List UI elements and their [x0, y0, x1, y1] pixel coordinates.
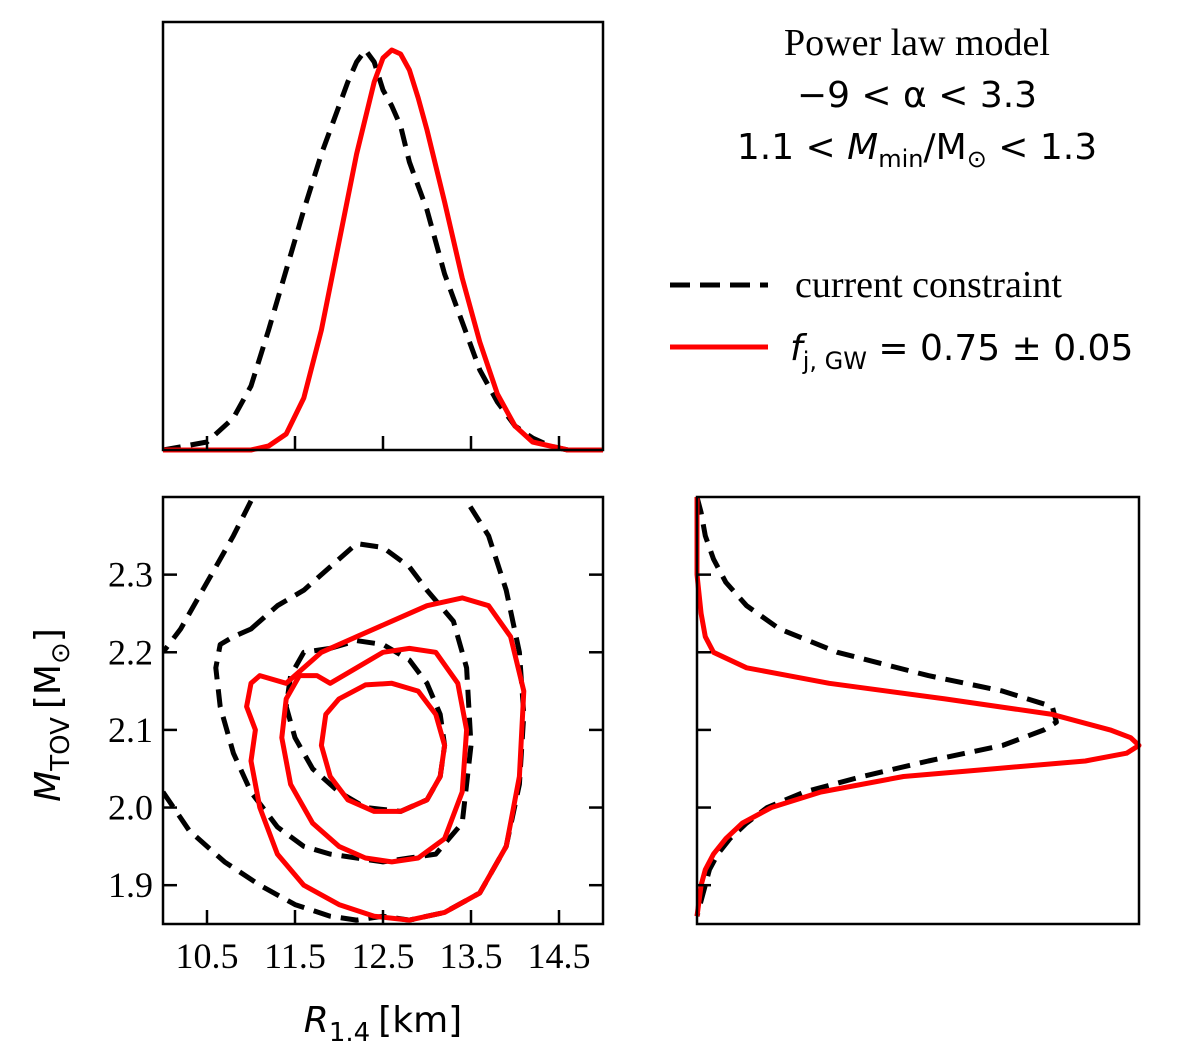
mmin-range: 1.1 < Mmin/M⊙ < 1.3	[737, 127, 1097, 173]
y-tick-label: 2.1	[108, 710, 153, 750]
x-tick-label: 11.5	[264, 936, 326, 976]
y-tick-label: 2.0	[108, 788, 153, 828]
contour-projection-middle-contour	[279, 645, 470, 865]
joint-contours	[163, 499, 527, 923]
x-axis-label: R1.4 [km]	[304, 1000, 462, 1048]
top-marginal-ticks	[205, 436, 561, 450]
top-marginal-frame	[161, 20, 605, 452]
x-tick-label: 10.5	[176, 936, 239, 976]
contour-current-inner-contour	[283, 638, 448, 814]
y-tick-label: 2.3	[108, 555, 153, 595]
contour-projection-inner-contour	[318, 680, 448, 814]
y-axis-label: MTOV[M⊙]	[28, 628, 76, 802]
y-tick-label: 2.2	[108, 632, 153, 672]
x-tick-label: 12.5	[352, 936, 415, 976]
joint-x-tick-labels: 10.5 11.5 12.5 13.5 14.5	[176, 936, 591, 976]
joint-frame	[161, 495, 605, 926]
right-marginal-frame	[695, 495, 1141, 926]
top-marginal-panel	[161, 20, 605, 453]
model-annotation: Power law model −9 < α < 3.3 1.1 < Mmin/…	[737, 22, 1097, 173]
legend-current-label: current constraint	[795, 264, 1062, 306]
x-tick-label: 13.5	[440, 936, 503, 976]
joint-panel: 10.5 11.5 12.5 13.5 14.5 1.9 2.0 2.1 2.2 2.3 R1.…	[28, 495, 605, 1048]
model-title: Power law model	[784, 22, 1050, 64]
x-tick-label: 14.5	[528, 936, 591, 976]
contour-projection-outer-contour	[244, 595, 527, 923]
joint-ticks	[163, 573, 603, 924]
right-curve-f-j-gw-0-75-0-05	[694, 497, 1142, 917]
contour-current-outer-contour-left	[163, 499, 254, 654]
top-curve-current-constraint	[162, 47, 586, 453]
top-curve-f-j-gw-0-75-0-05	[163, 47, 603, 453]
y-tick-label: 1.9	[108, 865, 153, 905]
alpha-range: −9 < α < 3.3	[797, 75, 1037, 116]
right-curve-current-constraint	[694, 496, 1059, 917]
right-marginal-panel	[694, 495, 1142, 926]
joint-y-tick-labels: 1.9 2.0 2.1 2.2 2.3	[108, 555, 153, 906]
top-marginal-curves	[162, 47, 603, 453]
right-marginal-ticks	[697, 573, 711, 887]
contour-current-middle-contour	[213, 541, 474, 865]
right-marginal-curves	[694, 496, 1142, 917]
legend-projection-label: fj, GW = 0.75 ± 0.05	[790, 328, 1133, 375]
legend: current constraint fj, GW = 0.75 ± 0.05	[670, 264, 1133, 375]
